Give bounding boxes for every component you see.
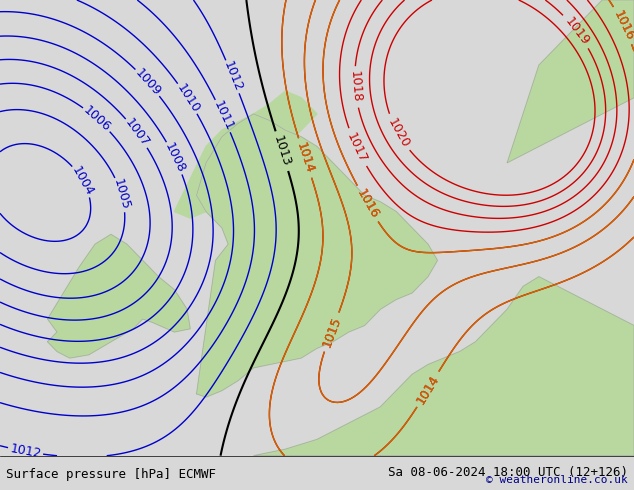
Text: 1008: 1008 (162, 141, 188, 175)
Text: 1016: 1016 (611, 8, 634, 42)
Text: 1014: 1014 (414, 372, 442, 406)
Text: 1009: 1009 (133, 66, 163, 98)
Text: 1014: 1014 (414, 372, 442, 406)
Text: 1012: 1012 (221, 60, 245, 94)
Text: 1004: 1004 (69, 164, 96, 198)
Polygon shape (48, 234, 190, 358)
Text: 1015: 1015 (320, 315, 343, 349)
Text: 1014: 1014 (294, 141, 316, 175)
Polygon shape (254, 277, 634, 456)
Text: Surface pressure [hPa] ECMWF: Surface pressure [hPa] ECMWF (6, 467, 216, 481)
Polygon shape (174, 91, 317, 218)
Text: 1013: 1013 (271, 134, 293, 168)
Text: 1016: 1016 (354, 187, 381, 221)
Text: 1020: 1020 (385, 116, 411, 150)
Text: 1017: 1017 (344, 130, 370, 165)
Text: 1005: 1005 (111, 177, 132, 212)
Text: 1018: 1018 (347, 71, 363, 103)
Text: 1016: 1016 (354, 187, 381, 221)
Text: 1011: 1011 (210, 99, 235, 133)
Polygon shape (197, 114, 437, 397)
Text: 1015: 1015 (320, 315, 343, 349)
Text: © weatheronline.co.uk: © weatheronline.co.uk (486, 475, 628, 485)
Text: 1016: 1016 (611, 8, 634, 42)
Text: 1010: 1010 (174, 82, 202, 115)
Text: 1006: 1006 (81, 104, 113, 134)
Text: 1007: 1007 (122, 116, 152, 149)
Polygon shape (507, 0, 634, 163)
Text: Sa 08-06-2024 18:00 UTC (12+126): Sa 08-06-2024 18:00 UTC (12+126) (387, 466, 628, 479)
Text: 1019: 1019 (562, 15, 592, 48)
Text: 1014: 1014 (294, 141, 316, 175)
Text: 1012: 1012 (9, 442, 42, 461)
